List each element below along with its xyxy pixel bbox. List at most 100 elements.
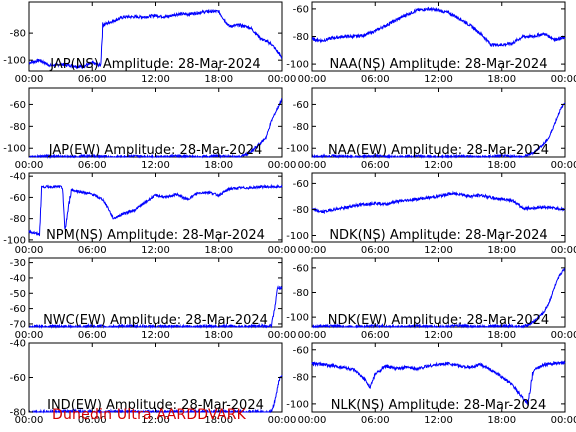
- x-tick-label: 12:00: [424, 74, 453, 85]
- chart-title: NLK(NS) Amplitude: 28-Mar-2024: [331, 398, 547, 413]
- x-tick-label: 00:00: [551, 415, 576, 426]
- x-tick-label: 12:00: [424, 415, 453, 426]
- chart-title: NDK(NS) Amplitude: 28-Mar-2024: [329, 228, 547, 243]
- x-tick-label: 00:00: [15, 160, 44, 171]
- x-tick-label: 18:00: [204, 245, 233, 256]
- trace-line: [28, 8, 283, 70]
- chart-panel-2: -60 -80 -100 00:00 06:00 12:00 18:00 00:00NAA(N…: [286, 1, 576, 85]
- x-tick-label: 00:00: [298, 330, 327, 341]
- x-tick-label: 00:00: [268, 245, 297, 256]
- chart-title: NPM(NS) Amplitude: 28-Mar-2024: [46, 228, 265, 243]
- y-tick-label: -100: [286, 231, 309, 242]
- chart-title: NAA(EW) Amplitude: 28-Mar-2024: [328, 143, 549, 158]
- x-tick-label: 00:00: [268, 160, 297, 171]
- y-tick-label: -40: [10, 273, 26, 284]
- x-tick-label: 00:00: [551, 74, 576, 85]
- x-tick-label: 12:00: [141, 415, 170, 426]
- y-tick-label: -50: [10, 289, 26, 300]
- x-tick-label: 12:00: [424, 245, 453, 256]
- trace-line: [28, 183, 283, 237]
- y-tick-label: -60: [10, 373, 26, 384]
- y-tick-label: -60: [10, 100, 26, 111]
- chart-panel-3: -60 -80 -100 00:00 06:00 12:00 18:00 00:00 JAP(E…: [3, 87, 297, 171]
- x-tick-label: 06:00: [78, 74, 107, 85]
- chart-title: NAA(NS) Amplitude: 28-Mar-2024: [330, 57, 548, 72]
- y-tick-label: -60: [293, 179, 309, 190]
- y-tick-label: -80: [293, 372, 309, 383]
- chart-panel-1: -80 -100 00:00 06:00 12:00 18:00 00:00 JAP(NS) …: [3, 1, 297, 85]
- y-tick-label: -60: [10, 304, 26, 315]
- y-tick-label: -80: [293, 32, 309, 43]
- x-tick-label: 06:00: [78, 160, 107, 171]
- chart-panel-10: -60 -80 -100 00:00 06:00 12:00 18:00 00:00 NLK(N…: [286, 342, 576, 426]
- x-tick-label: 18:00: [204, 74, 233, 85]
- y-tick-label: -40: [10, 172, 26, 183]
- x-tick-label: 00:00: [551, 160, 576, 171]
- y-tick-label: -60: [293, 345, 309, 356]
- y-tick-label: -80: [10, 408, 26, 419]
- y-tick-label: -80: [10, 122, 26, 133]
- chart-title: NDK(EW) Amplitude: 28-Mar-2024: [328, 313, 549, 328]
- x-tick-label: 06:00: [361, 415, 390, 426]
- x-tick-label: 00:00: [551, 330, 576, 341]
- x-tick-label: 00:00: [15, 245, 44, 256]
- x-tick-label: 18:00: [487, 245, 516, 256]
- x-tick-label: 18:00: [487, 415, 516, 426]
- y-tick-label: -60: [10, 193, 26, 204]
- y-tick-label: -100: [3, 56, 26, 67]
- x-tick-label: 00:00: [15, 415, 44, 426]
- x-tick-label: 12:00: [141, 160, 170, 171]
- x-tick-label: 00:00: [551, 245, 576, 256]
- chart-title: JAP(EW) Amplitude: 28-Mar-2024: [48, 143, 263, 158]
- x-tick-label: 00:00: [298, 160, 327, 171]
- x-tick-label: 12:00: [141, 330, 170, 341]
- x-tick-label: 18:00: [487, 74, 516, 85]
- x-tick-label: 00:00: [298, 74, 327, 85]
- y-tick-label: -80: [10, 214, 26, 225]
- x-tick-label: 00:00: [298, 415, 327, 426]
- y-tick-label: -60: [293, 100, 309, 111]
- y-tick-label: -100: [3, 144, 26, 155]
- y-tick-label: -100: [286, 399, 309, 410]
- chart-title: JAP(NS) Amplitude: 28-Mar-2024: [49, 57, 260, 72]
- x-tick-label: 12:00: [141, 245, 170, 256]
- trace-line: [311, 360, 566, 407]
- y-tick-label: -100: [286, 313, 309, 324]
- y-tick-label: -30: [10, 258, 26, 269]
- x-tick-label: 06:00: [78, 415, 107, 426]
- x-tick-label: 00:00: [268, 74, 297, 85]
- y-tick-label: -100: [286, 60, 309, 71]
- x-tick-label: 12:00: [424, 330, 453, 341]
- chart-title: NWC(EW) Amplitude: 28-Mar-2024: [43, 313, 268, 328]
- chart-panel-6: -60-80-10000:0006:0012:0018:0000:00NDK(N…: [286, 172, 576, 256]
- y-tick-label: -80: [293, 205, 309, 216]
- x-tick-label: 18:00: [204, 415, 233, 426]
- chart-panel-4: -60 -80 -100 00:00 06:00 12:00 18:00 00:00NAA(E…: [286, 87, 576, 171]
- trace-line: [311, 6, 566, 48]
- trace-line: [311, 190, 566, 215]
- y-tick-label: -100: [3, 235, 26, 246]
- x-tick-label: 18:00: [204, 330, 233, 341]
- footer-label: Dunedin Ultra AARDDVARK: [52, 407, 247, 423]
- x-tick-label: 06:00: [78, 330, 107, 341]
- x-tick-label: 06:00: [361, 160, 390, 171]
- x-tick-label: 12:00: [141, 74, 170, 85]
- x-tick-label: 12:00: [424, 160, 453, 171]
- y-tick-label: -60: [293, 263, 309, 274]
- y-tick-label: -60: [293, 4, 309, 15]
- x-tick-label: 18:00: [487, 330, 516, 341]
- y-tick-label: -80: [10, 29, 26, 40]
- x-tick-label: 00:00: [268, 415, 297, 426]
- y-tick-label: -70: [10, 319, 26, 330]
- y-tick-label: -80: [293, 288, 309, 299]
- chart-title: IND(EW) Amplitude: 28-Mar-2024: [47, 398, 264, 413]
- x-tick-label: 18:00: [204, 160, 233, 171]
- chart-panel-8: -60 -80 -100 00:00 06:00 12:00 18:00 00:00NDK(E…: [286, 257, 576, 341]
- x-tick-label: 18:00: [487, 160, 516, 171]
- y-tick-label: -80: [293, 122, 309, 133]
- x-tick-label: 00:00: [268, 330, 297, 341]
- x-tick-label: 06:00: [361, 245, 390, 256]
- y-tick-label: -100: [286, 144, 309, 155]
